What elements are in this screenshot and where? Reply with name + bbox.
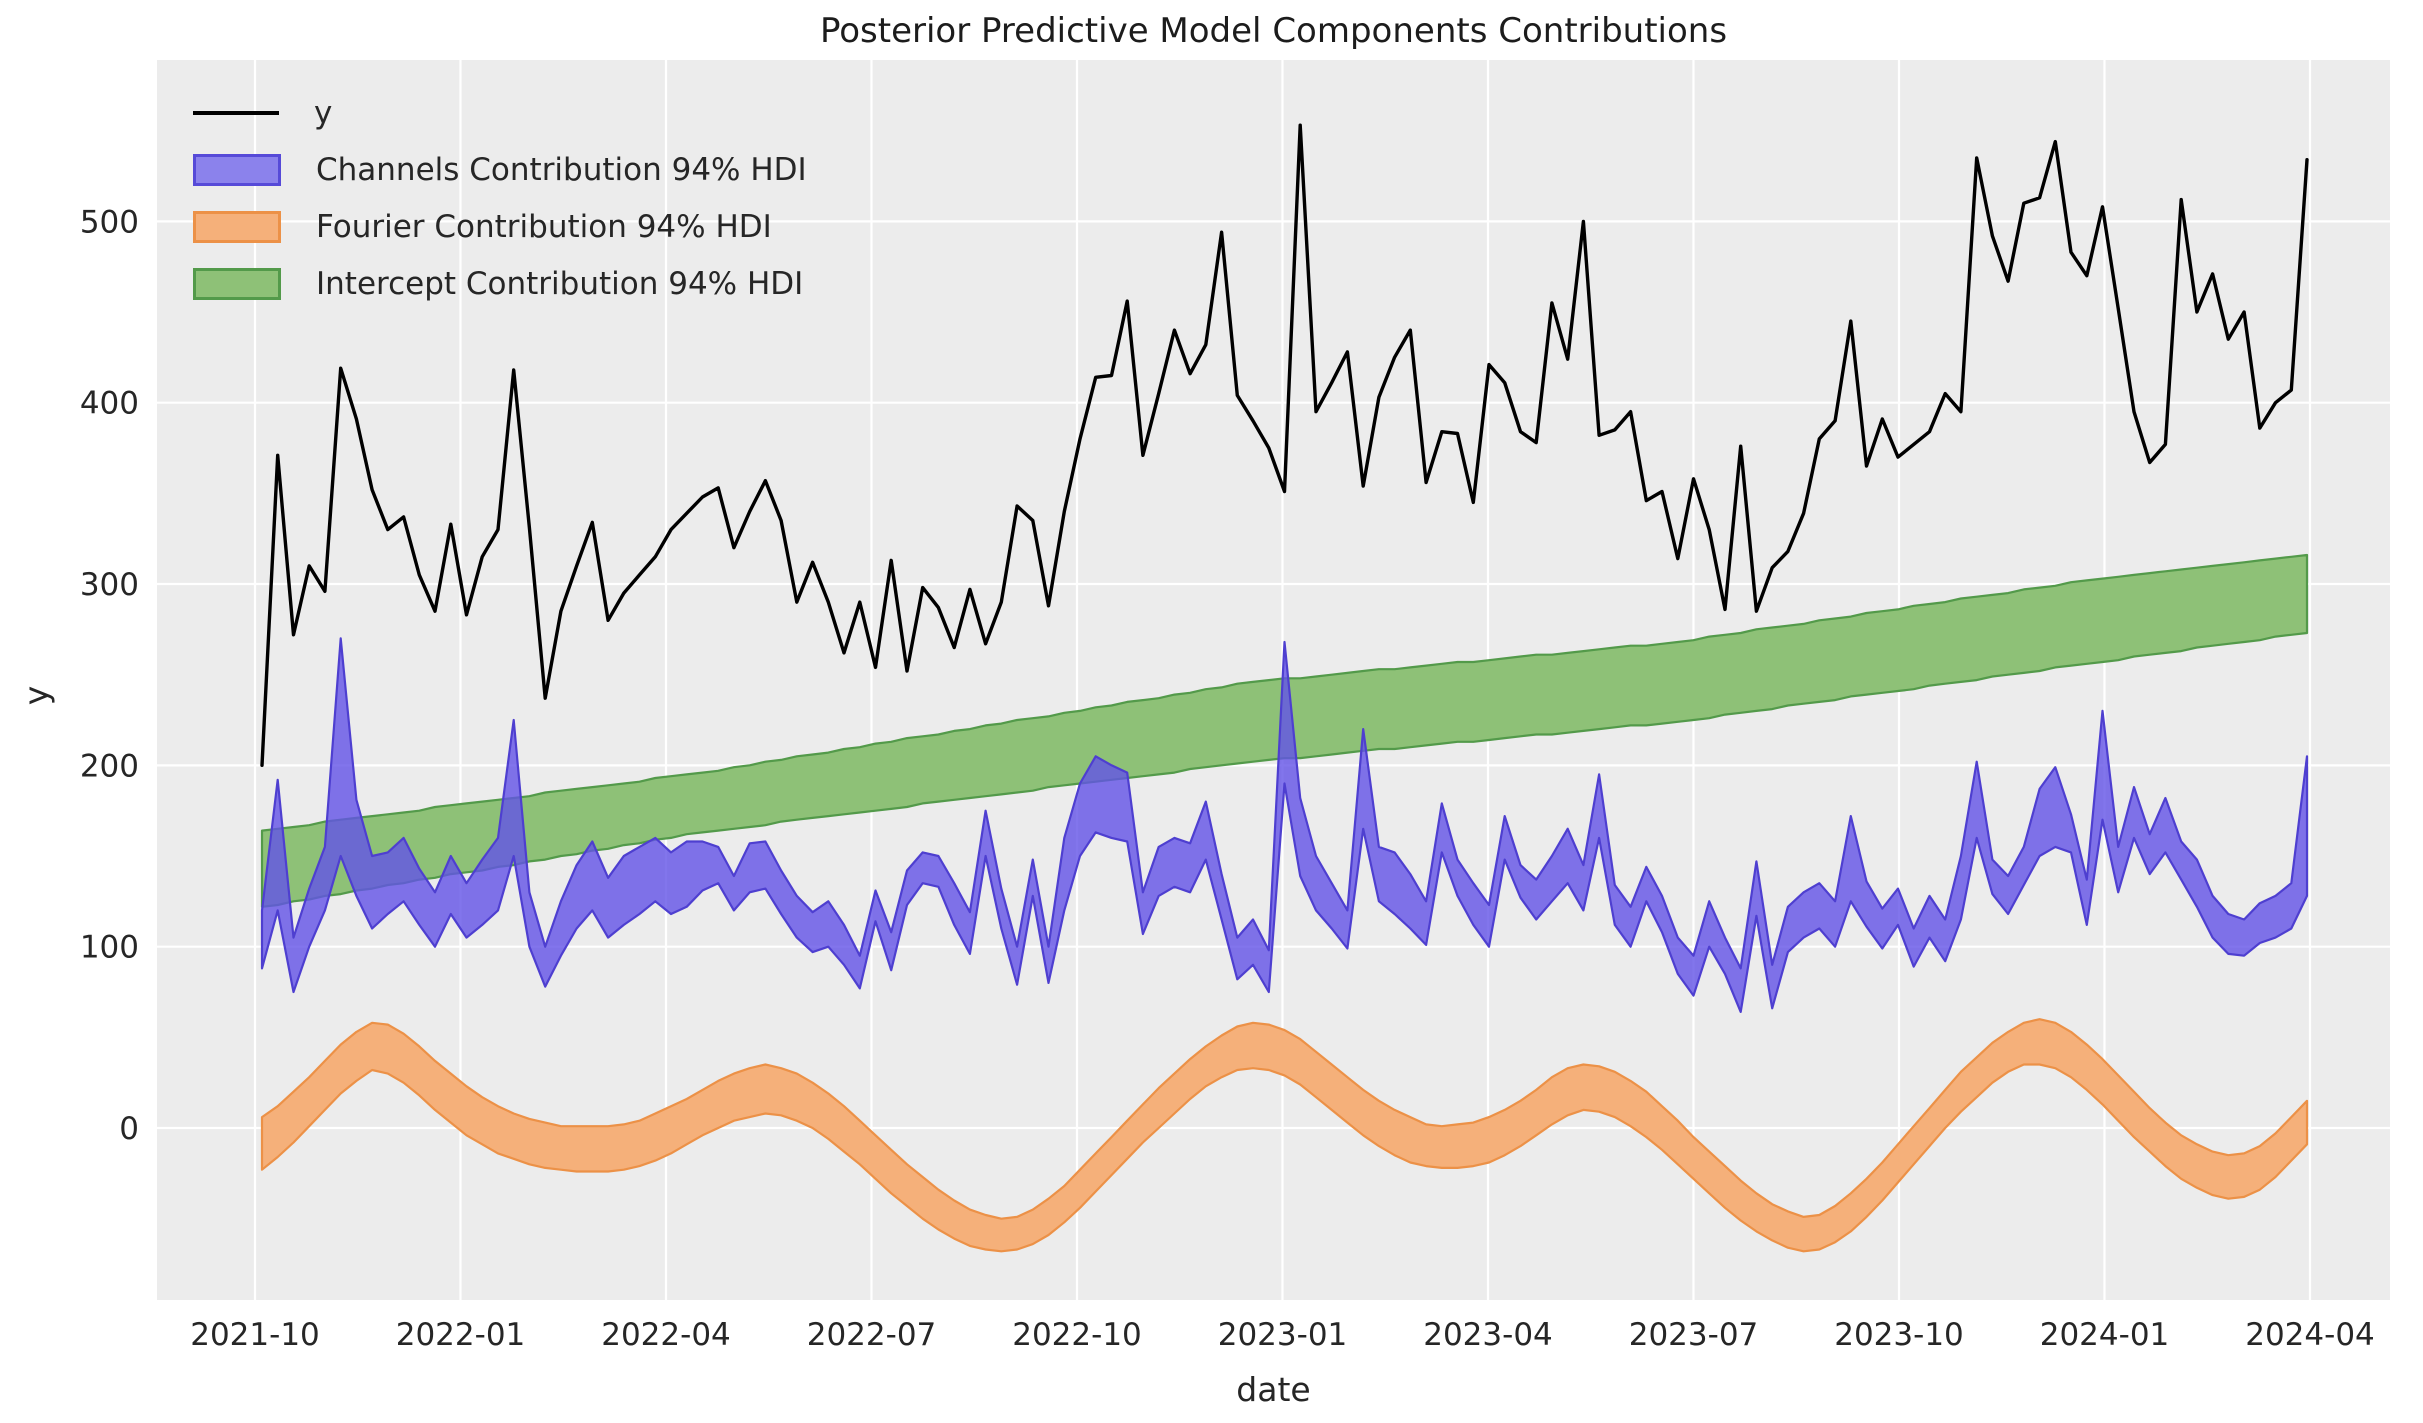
x-tick-label: 2023-04 (1423, 1317, 1553, 1353)
y-series-line (260, 123, 2309, 767)
x-tick-label: 2022-01 (396, 1317, 526, 1353)
x-tick-label: 2023-10 (1834, 1317, 1964, 1353)
legend-patch-swatch (193, 153, 281, 186)
x-tick-label: 2024-04 (2245, 1317, 2375, 1353)
legend-label: Fourier Contribution 94% HDI (316, 208, 772, 245)
y-tick-label: 500 (80, 204, 139, 240)
gridlines (157, 60, 2390, 1300)
legend-label: y (314, 94, 333, 131)
x-tick-label: 2024-01 (2040, 1317, 2170, 1353)
legend-item-1: Channels Contribution 94% HDI (193, 141, 807, 198)
fourier-hdi-band (260, 1018, 2309, 1253)
x-tick-label: 2022-10 (1012, 1317, 1142, 1353)
x-tick-label: 2021-10 (190, 1317, 320, 1353)
legend-item-3: Intercept Contribution 94% HDI (193, 255, 807, 312)
legend-patch-swatch (193, 267, 281, 300)
y-axis-label: y (16, 685, 56, 706)
x-tick-label: 2022-07 (807, 1317, 937, 1353)
y-tick-label: 200 (80, 748, 139, 784)
y-tick-label: 300 (80, 567, 139, 603)
x-tick-label: 2022-04 (601, 1317, 731, 1353)
y-tick-label: 400 (80, 386, 139, 422)
x-tick-label: 2023-07 (1629, 1317, 1759, 1353)
legend-item-0: y (193, 84, 807, 141)
x-tick-labels: 2021-10 2022-01 2022-04 2022-07 2022-10 2023-… (190, 1317, 2375, 1353)
channels-hdi-band (260, 637, 2309, 1013)
legend-line-swatch (193, 110, 279, 115)
legend-patch-swatch (193, 210, 281, 243)
y-tick-label: 0 (119, 1111, 139, 1147)
legend-label: Channels Contribution 94% HDI (316, 151, 807, 188)
legend: y Channels Contribution 94% HDI Fourier Co… (193, 84, 807, 312)
legend-label: Intercept Contribution 94% HDI (316, 265, 804, 302)
y-tick-label: 100 (80, 930, 139, 966)
x-axis-label: date (1236, 1370, 1311, 1409)
legend-item-2: Fourier Contribution 94% HDI (193, 198, 807, 255)
chart-title: Posterior Predictive Model Components Co… (819, 11, 1728, 51)
y-tick-labels: 0 100 200 300 400 500 (80, 204, 139, 1147)
x-tick-label: 2023-01 (1218, 1317, 1348, 1353)
